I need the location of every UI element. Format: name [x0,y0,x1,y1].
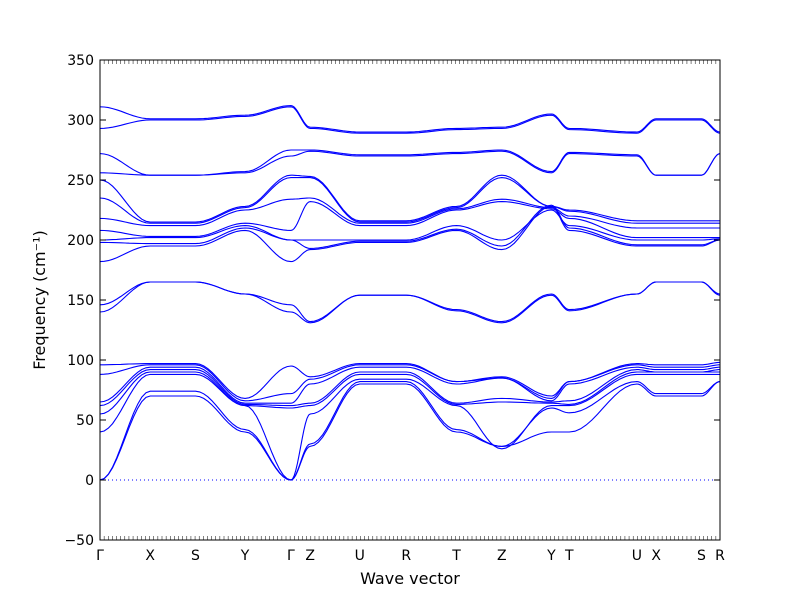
phonon-branch-16 [100,177,720,224]
y-tick-label: 250 [67,173,94,189]
phonon-branch-5 [100,369,720,407]
phonon-branch-13 [100,209,720,241]
x-tick-label: S [697,548,706,564]
x-axis-label: Wave vector [360,569,460,588]
y-axis-label: Frequency (cm⁻¹) [30,230,49,369]
series-layer [100,105,720,481]
y-tick-label: 350 [67,53,94,69]
x-tick-label: R [401,548,411,564]
x-tick-label: Z [305,548,315,564]
x-tick-label: U [632,548,642,564]
x-tick-label: Γ [96,548,104,564]
phonon-branch-9 [100,281,720,324]
y-tick-label: 150 [67,293,94,309]
phonon-branch-14 [100,201,720,239]
y-tick-label: 200 [67,233,94,249]
y-tick-label: 50 [76,413,94,429]
x-tick-label: T [451,548,461,564]
phonon-branch-15 [100,197,720,229]
x-tick-label: Z [497,548,507,564]
x-tick-label: Γ [287,548,295,564]
y-tick-label: 0 [85,473,94,489]
x-tick-label: R [715,548,725,564]
phonon-branch-21 [100,105,720,133]
phonon-branch-2 [100,381,720,481]
x-tick-label: Y [240,548,250,564]
x-tick-label: X [651,548,661,564]
y-tick-label: 300 [67,113,94,129]
phonon-branch-1 [100,381,720,481]
x-tick-label: Y [546,548,556,564]
x-tick-label: T [564,548,574,564]
phonon-branch-12 [100,204,720,249]
phonon-branch-11 [100,205,720,263]
phonon-branch-4 [100,371,720,415]
phonon-branch-3 [100,373,720,481]
y-tick-label: −50 [64,533,94,549]
y-tick-label: 100 [67,353,94,369]
phonon-branch-6 [100,366,720,404]
x-tick-label: S [191,548,200,564]
phonon-branch-19 [100,149,720,176]
phonon-branch-17 [100,174,720,223]
x-tick-label: X [145,548,155,564]
phonon-branch-20 [100,106,720,134]
phonon-branch-10 [100,281,720,323]
x-tick-label: U [355,548,365,564]
phonon-branch-8 [100,361,720,399]
